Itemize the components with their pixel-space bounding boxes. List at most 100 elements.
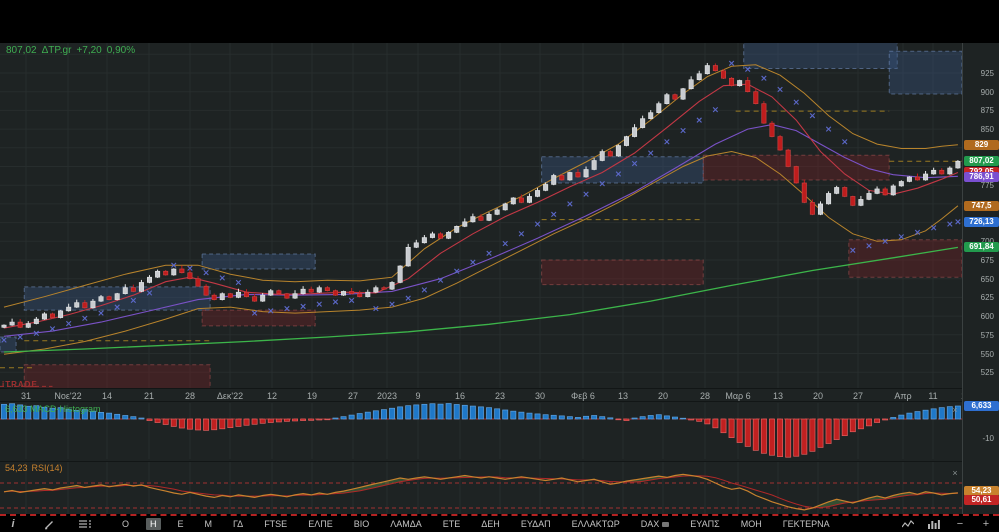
time-axis-label: 2023 — [376, 391, 398, 401]
time-axis-label: 20 — [812, 391, 823, 401]
candle — [122, 287, 128, 294]
candle — [494, 209, 500, 215]
auto-scale-icon[interactable] — [901, 517, 915, 531]
tab-ΜΟΗ[interactable]: ΜΟΗ — [737, 518, 766, 530]
lower-band-line — [3, 150, 959, 355]
tab-Ο[interactable]: Ο — [118, 518, 133, 530]
tab-ΓΔ[interactable]: ΓΔ — [229, 518, 247, 530]
candle — [41, 313, 47, 320]
candle — [1, 324, 7, 328]
candle — [187, 272, 193, 280]
tab-ΕΛΛΑΚΤΩΡ[interactable]: ΕΛΛΑΚΤΩΡ — [568, 518, 624, 530]
candle — [58, 310, 64, 318]
candle — [179, 268, 185, 274]
zoom-out-button[interactable]: − — [956, 518, 964, 530]
tab-ΒΙΟ[interactable]: ΒΙΟ — [350, 518, 374, 530]
rsi-value: 54,23 — [5, 463, 28, 473]
tab-ΓΕΚΤΕΡΝΑ[interactable]: ΓΕΚΤΕΡΝΑ — [779, 518, 834, 530]
axis-tick-label: 575 — [980, 330, 994, 340]
symbol-name: ΔTP.gr — [41, 45, 72, 56]
candle — [874, 188, 880, 194]
candle — [381, 287, 387, 290]
info-icon[interactable]: i — [11, 518, 15, 530]
candle — [260, 294, 266, 302]
candle — [777, 136, 783, 151]
time-axis-label: 13 — [617, 391, 628, 401]
tab-Μ[interactable]: Μ — [201, 518, 217, 530]
candle — [324, 287, 330, 291]
axis-tick-label: 550 — [980, 349, 994, 359]
candle — [712, 65, 718, 72]
zone-rectangle — [201, 309, 316, 327]
price-chart-pane[interactable] — [0, 43, 962, 388]
tab-label: DAX — [640, 519, 660, 529]
candle — [591, 160, 597, 170]
price-badge: 829 — [964, 139, 999, 150]
zone-rectangle — [888, 50, 962, 95]
candle — [510, 197, 516, 205]
rsi-pane[interactable] — [0, 461, 962, 514]
tab-label: ΕΤΕ — [442, 519, 461, 529]
tab-ΕΤΕ[interactable]: ΕΤΕ — [439, 518, 465, 530]
price-axis[interactable]: 9259008758507757507006756506256005755505… — [962, 43, 999, 514]
dax-flag-icon — [662, 521, 670, 527]
candle — [341, 291, 347, 296]
time-axis-label: 14 — [101, 391, 112, 401]
candle — [268, 290, 274, 296]
candle — [648, 112, 654, 119]
candle — [955, 160, 961, 169]
zone-rectangle — [541, 259, 704, 286]
tab-ΛΑΜΔΑ[interactable]: ΛΑΜΔΑ — [386, 518, 426, 530]
tab-label: ΛΑΜΔΑ — [390, 519, 422, 529]
pencil-icon[interactable] — [42, 517, 56, 531]
axis-tick-label: 625 — [980, 293, 994, 303]
candle — [502, 203, 508, 211]
time-axis-label: 20 — [657, 391, 668, 401]
tab-ΕΛΠΕ[interactable]: ΕΛΠΕ — [304, 518, 337, 530]
rsi-canvas[interactable] — [0, 462, 962, 514]
zoom-in-button[interactable]: + — [982, 518, 990, 530]
price-badge: 786,91 — [964, 171, 999, 182]
candle — [607, 151, 613, 157]
candle — [720, 70, 726, 79]
price-badge: 54,23 — [964, 486, 999, 496]
rsi-close-icon[interactable]: × — [952, 468, 958, 478]
candle — [397, 265, 403, 283]
watchlist-icon[interactable] — [78, 517, 92, 531]
tab-label: ΕΥΔΑΠ — [520, 519, 551, 529]
tab-Η[interactable]: Η — [146, 518, 161, 530]
candle — [761, 103, 767, 124]
symbol-quote-label: 807,02 ΔTP.gr +7,20 0,90% — [6, 45, 140, 56]
candle — [130, 287, 136, 292]
price-chart-canvas[interactable] — [0, 43, 962, 388]
time-axis-label: Νοε'22 — [54, 391, 82, 401]
tab-ΔΕΗ[interactable]: ΔΕΗ — [477, 518, 504, 530]
macd-pane[interactable] — [0, 403, 962, 459]
tab-DAX[interactable]: DAX — [637, 518, 674, 530]
candles[interactable] — [1, 62, 961, 329]
tab-FTSE[interactable]: FTSE — [260, 518, 291, 530]
candle — [244, 291, 250, 297]
candle — [276, 290, 282, 294]
macd-histogram — [1, 403, 961, 458]
candle — [583, 169, 589, 178]
tab-Ε[interactable]: Ε — [174, 518, 188, 530]
candle — [745, 80, 751, 92]
candle — [850, 196, 856, 206]
tab-ΕΥΑΠΣ[interactable]: ΕΥΑΠΣ — [686, 518, 723, 530]
bar-chart-icon[interactable] — [927, 517, 941, 531]
candle — [923, 173, 929, 181]
chart-zoom-controls: − + — [901, 517, 993, 531]
candle — [219, 293, 225, 300]
time-axis[interactable]: 31 Νοε'22 14 21 28 Δεκ'22 12 19 27 2023 9 16 23 30 Φεβ… — [0, 388, 999, 402]
price-badge: 6,633 — [964, 401, 999, 411]
rsi-ma-line — [3, 475, 958, 509]
candle — [567, 172, 573, 181]
candle — [535, 190, 541, 197]
candle — [98, 296, 104, 302]
time-axis-label: 13 — [772, 391, 783, 401]
tab-ΕΥΔΑΠ[interactable]: ΕΥΔΑΠ — [517, 518, 555, 530]
macd-canvas[interactable] — [0, 403, 962, 459]
macd-close-icon[interactable]: × — [952, 405, 958, 415]
candle — [389, 282, 395, 290]
